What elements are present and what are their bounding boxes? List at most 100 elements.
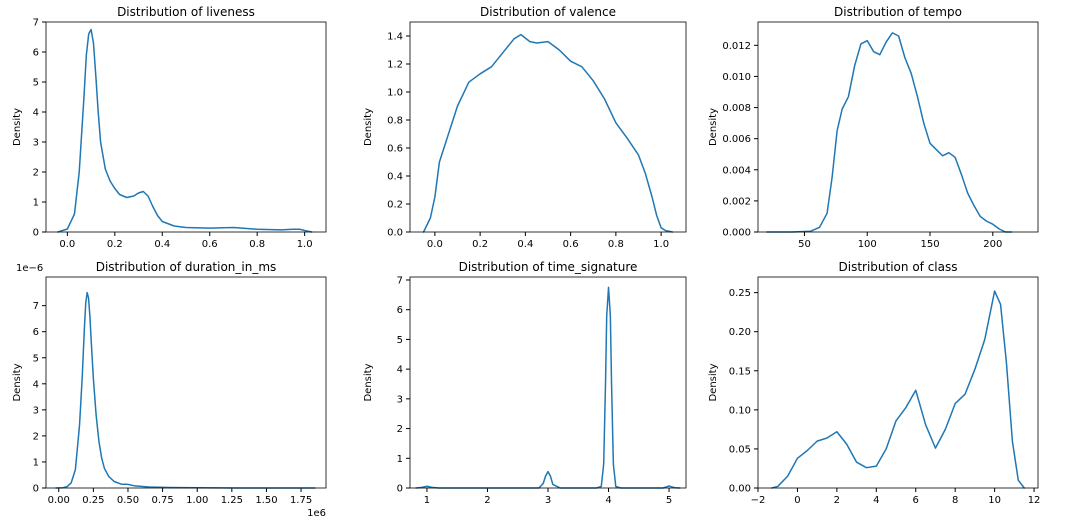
y-tick-label: 1.4 bbox=[387, 32, 403, 43]
y-tick-label: 1 bbox=[33, 198, 39, 209]
y-tick-label: 0.00 bbox=[729, 484, 751, 495]
y-tick-label: 7 bbox=[397, 275, 403, 286]
kde-line bbox=[771, 290, 1025, 489]
x-tick-label: 0.50 bbox=[117, 495, 139, 506]
y-tick-label: 0 bbox=[33, 484, 39, 495]
y-tick-label: 3 bbox=[397, 394, 403, 405]
y-tick-label: 7 bbox=[33, 301, 39, 312]
y-tick-label: 3 bbox=[33, 405, 39, 416]
y-tick-label: 6 bbox=[33, 327, 39, 338]
y-tick-label: 0.008 bbox=[722, 103, 751, 114]
x-tick-label: 0.6 bbox=[563, 239, 579, 250]
y-tick-label: 7 bbox=[33, 18, 39, 29]
x-tick-label: 0.2 bbox=[472, 239, 488, 250]
x-tick-label: 3 bbox=[545, 495, 551, 506]
x-tick-label: 2 bbox=[484, 495, 490, 506]
y-tick-label: 0.002 bbox=[722, 196, 751, 207]
y-tick-label: 0.006 bbox=[722, 134, 751, 145]
y-axis-label: Density bbox=[363, 108, 374, 146]
chart-title: Distribution of tempo bbox=[834, 5, 962, 19]
chart-title: Distribution of liveness bbox=[117, 5, 255, 19]
x-tick-label: 0.8 bbox=[608, 239, 624, 250]
y-tick-label: 0 bbox=[397, 484, 403, 495]
x-tick-label: 0.2 bbox=[107, 239, 123, 250]
y-tick-label: 0.4 bbox=[387, 172, 403, 183]
x-tick-label: 1.00 bbox=[186, 495, 208, 506]
x-tick-label: 0.00 bbox=[48, 495, 70, 506]
x-tick-label: 2 bbox=[834, 495, 840, 506]
subplot-4: Distribution of duration_in_ms Density 0 1 2… bbox=[12, 260, 327, 519]
y-tick-label: 4 bbox=[397, 365, 403, 376]
y-tick-label: 5 bbox=[397, 335, 403, 346]
y-axis-label: Density bbox=[708, 108, 719, 146]
x-tick-label: 8 bbox=[952, 495, 958, 506]
x-tick-label: 0.4 bbox=[154, 239, 170, 250]
axes-frame bbox=[757, 21, 1039, 233]
y-tick-label: 0.15 bbox=[729, 366, 751, 377]
x-tick-label: 4 bbox=[873, 495, 879, 506]
x-tick-label: 0.25 bbox=[82, 495, 104, 506]
y-axis-label: Density bbox=[708, 363, 719, 401]
kde-line bbox=[57, 28, 313, 233]
x-tick-label: 1.0 bbox=[653, 239, 669, 250]
y-tick-label: 1 bbox=[33, 457, 39, 468]
y-tick-label: 2 bbox=[33, 168, 39, 179]
y-tick-label: 0.2 bbox=[387, 200, 403, 211]
x-tick-label: 5 bbox=[666, 495, 672, 506]
y-tick-label: 0.000 bbox=[722, 228, 751, 239]
axes-frame bbox=[45, 21, 327, 233]
x-tick-label: 0.8 bbox=[249, 239, 265, 250]
x-tick-label: 0.75 bbox=[151, 495, 173, 506]
y-tick-label: 1.0 bbox=[387, 88, 403, 99]
x-tick-label: 50 bbox=[798, 239, 811, 250]
chart-title: Distribution of class bbox=[839, 260, 958, 274]
subplot-2: Distribution of valence Density 0.0 0.2 0.4 0… bbox=[363, 5, 687, 250]
chart-title: Distribution of time_signature bbox=[459, 260, 638, 274]
y-tick-label: 0.20 bbox=[729, 327, 751, 338]
y-tick-label: 0.05 bbox=[729, 444, 751, 455]
y-tick-label: 1.2 bbox=[387, 60, 403, 71]
kde-line bbox=[415, 286, 681, 489]
x-tick-label: 12 bbox=[1028, 495, 1041, 506]
x-tick-label: 1 bbox=[424, 495, 430, 506]
y-tick-label: 0.8 bbox=[387, 116, 403, 127]
y-tick-label: 5 bbox=[33, 353, 39, 364]
y-tick-label: 5 bbox=[33, 78, 39, 89]
chart-title: Distribution of duration_in_ms bbox=[96, 260, 277, 274]
axes-frame bbox=[409, 21, 687, 233]
y-tick-label: 0.0 bbox=[387, 228, 403, 239]
x-tick-label: 10 bbox=[988, 495, 1001, 506]
y-tick-label: 2 bbox=[33, 431, 39, 442]
x-tick-label: 0.4 bbox=[517, 239, 533, 250]
y-axis-label: Density bbox=[12, 108, 23, 146]
x-tick-label: 0.0 bbox=[427, 239, 443, 250]
y-tick-label: 0.012 bbox=[722, 41, 751, 52]
y-tick-label: 4 bbox=[33, 379, 39, 390]
y-tick-label: 0 bbox=[33, 228, 39, 239]
subplot-5: Distribution of time_signature Density 0 1 2… bbox=[363, 260, 687, 506]
kde-line bbox=[766, 32, 1013, 233]
x-tick-label: 1.25 bbox=[221, 495, 243, 506]
y-tick-label: 0.25 bbox=[729, 288, 751, 299]
x-tick-label: 100 bbox=[858, 239, 877, 250]
x-tick-label: −2 bbox=[751, 495, 766, 506]
subplot-1: Distribution of liveness Density 0 1 2 3 4 5 6 7 0… bbox=[12, 5, 327, 250]
y-tick-label: 0.10 bbox=[729, 405, 751, 416]
y-tick-label: 4 bbox=[33, 108, 39, 119]
y-tick-label: 6 bbox=[397, 305, 403, 316]
x-tick-label: 6 bbox=[913, 495, 919, 506]
x-tick-label: 4 bbox=[605, 495, 611, 506]
y-offset-label: 1e−6 bbox=[16, 263, 43, 274]
subplot-3: Distribution of tempo Density 0.000 0.002 0.… bbox=[708, 5, 1039, 250]
x-tick-label: 200 bbox=[983, 239, 1002, 250]
y-tick-label: 3 bbox=[33, 138, 39, 149]
axes-frame bbox=[409, 276, 687, 489]
axes-frame bbox=[757, 276, 1039, 489]
y-tick-label: 0.6 bbox=[387, 144, 403, 155]
x-tick-label: 1.50 bbox=[255, 495, 277, 506]
x-tick-label: 150 bbox=[920, 239, 939, 250]
axes-frame bbox=[45, 276, 327, 489]
chart-title: Distribution of valence bbox=[480, 5, 616, 19]
x-tick-label: 0.0 bbox=[59, 239, 75, 250]
